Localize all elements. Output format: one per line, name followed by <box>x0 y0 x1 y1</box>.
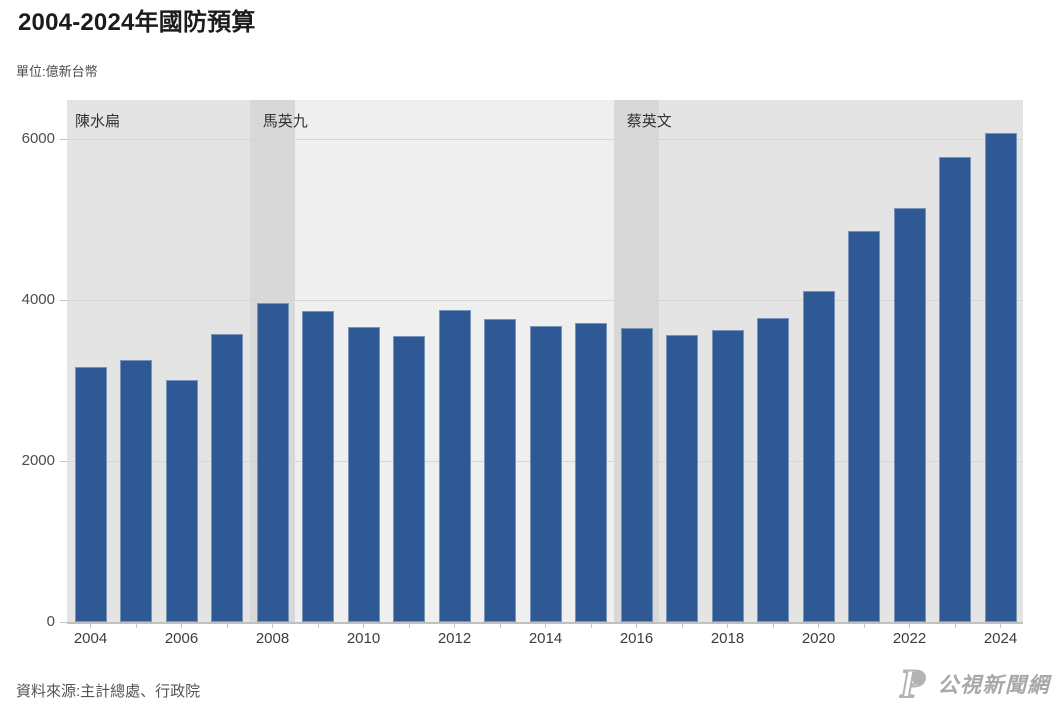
pts-logo-icon: P <box>899 664 926 704</box>
x-tick <box>954 624 956 628</box>
unit-label: 單位:億新台幣 <box>16 64 98 79</box>
x-tick <box>408 624 410 628</box>
bar-2013 <box>484 318 516 622</box>
bar-2009 <box>302 311 334 622</box>
era-label: 馬英九 <box>262 113 308 130</box>
bar-2006 <box>165 379 198 622</box>
x-tick <box>317 624 319 628</box>
x-tick <box>727 624 728 628</box>
bar-2007 <box>211 333 243 622</box>
era-label: 蔡英文 <box>626 113 672 130</box>
bar-2022 <box>893 208 926 622</box>
bar-2020 <box>802 291 835 622</box>
bar-2021 <box>848 230 880 622</box>
bar-2016 <box>620 328 653 622</box>
x-axis-label: 2016 <box>619 630 654 647</box>
x-tick <box>545 624 546 628</box>
bar-2010 <box>347 327 380 622</box>
y-tick <box>60 461 67 462</box>
x-axis-label: 2012 <box>437 630 472 647</box>
y-tick <box>60 300 67 301</box>
x-axis-label: 2020 <box>801 630 836 647</box>
x-axis-label: 2010 <box>346 630 381 647</box>
x-tick <box>499 624 501 628</box>
x-tick <box>863 624 865 628</box>
bar-2017 <box>666 335 698 622</box>
bar-2005 <box>120 360 152 622</box>
source-note: 資料來源:主計總處、行政院 <box>16 683 201 700</box>
plot-area: 陳水扁 馬英九 蔡英文 2004 2006 2008 2010 2012 2014 2016 201… <box>67 100 1023 647</box>
x-axis-label: 2022 <box>892 630 927 647</box>
bar-2018 <box>711 329 744 622</box>
chart: 陳水扁 馬英九 蔡英文 2004 2006 2008 2010 2012 2014 2016 201… <box>0 100 1060 660</box>
x-tick <box>454 624 455 628</box>
gridline <box>67 139 1023 140</box>
y-tick <box>60 622 67 623</box>
x-tick <box>363 624 364 628</box>
x-tick <box>1000 624 1001 628</box>
page-title: 2004-2024年國防預算 <box>18 9 256 36</box>
x-axis-label: 2014 <box>528 630 563 647</box>
x-tick <box>226 624 228 628</box>
bar-2012 <box>438 310 471 622</box>
x-axis-label: 2024 <box>983 630 1018 647</box>
x-tick <box>909 624 910 628</box>
bar-2019 <box>757 317 789 622</box>
x-axis-label: 2008 <box>255 630 290 647</box>
era-label: 陳水扁 <box>75 113 121 130</box>
bar-2023 <box>939 156 971 622</box>
x-tick <box>90 624 91 628</box>
y-axis-label: 6000 <box>21 130 55 147</box>
y-axis-label: 0 <box>46 613 55 630</box>
x-tick <box>272 624 273 628</box>
bar-2014 <box>529 325 562 622</box>
x-tick <box>590 624 592 628</box>
x-tick <box>181 624 182 628</box>
x-tick <box>681 624 683 628</box>
x-tick <box>135 624 137 628</box>
x-tick <box>772 624 774 628</box>
bar-2015 <box>575 323 607 622</box>
y-tick <box>60 139 67 140</box>
y-axis-label: 2000 <box>21 452 55 469</box>
pts-logo-text: 公視新聞網 <box>937 674 1050 697</box>
x-axis-label: 2018 <box>710 630 745 647</box>
bar-2011 <box>393 336 425 622</box>
x-axis-line <box>67 622 1023 624</box>
x-axis-label: 2006 <box>164 630 199 647</box>
gridline <box>67 300 1023 301</box>
bar-2004 <box>74 366 107 622</box>
bar-2008 <box>256 303 289 622</box>
x-tick <box>818 624 819 628</box>
y-axis-label: 4000 <box>21 291 55 308</box>
x-tick <box>636 624 637 628</box>
pts-logo: P 公視新聞網 <box>899 664 1051 704</box>
bar-2024 <box>984 133 1017 622</box>
x-axis-label: 2004 <box>73 630 108 647</box>
